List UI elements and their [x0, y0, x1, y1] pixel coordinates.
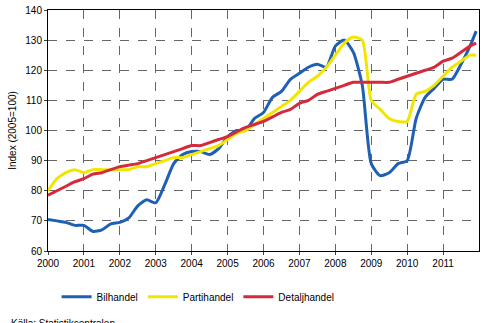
svg-text:80: 80: [31, 185, 43, 196]
svg-text:Partihandel: Partihandel: [183, 292, 234, 303]
svg-text:2010: 2010: [396, 258, 419, 269]
svg-text:90: 90: [31, 155, 43, 166]
svg-text:Index (2005=100): Index (2005=100): [7, 91, 18, 170]
svg-text:2006: 2006: [252, 258, 275, 269]
svg-text:120: 120: [25, 65, 42, 76]
svg-text:100: 100: [25, 125, 42, 136]
svg-text:110: 110: [26, 95, 42, 106]
svg-text:2004: 2004: [181, 258, 204, 269]
svg-text:140: 140: [25, 5, 42, 16]
svg-text:Källa: Statistikcentralen: Källa: Statistikcentralen: [11, 318, 115, 323]
svg-text:130: 130: [25, 35, 42, 46]
svg-text:70: 70: [31, 215, 43, 226]
svg-text:Detaljhandel: Detaljhandel: [278, 292, 334, 303]
svg-text:2009: 2009: [360, 258, 383, 269]
svg-text:2001: 2001: [73, 258, 96, 269]
svg-text:Bilhandel: Bilhandel: [97, 292, 138, 303]
svg-text:2003: 2003: [145, 258, 168, 269]
svg-text:2008: 2008: [324, 258, 347, 269]
svg-text:2005: 2005: [216, 258, 239, 269]
svg-text:2011: 2011: [432, 258, 454, 269]
svg-text:2007: 2007: [288, 258, 311, 269]
svg-text:2002: 2002: [109, 258, 132, 269]
svg-text:2000: 2000: [37, 258, 60, 269]
svg-text:60: 60: [31, 246, 43, 257]
